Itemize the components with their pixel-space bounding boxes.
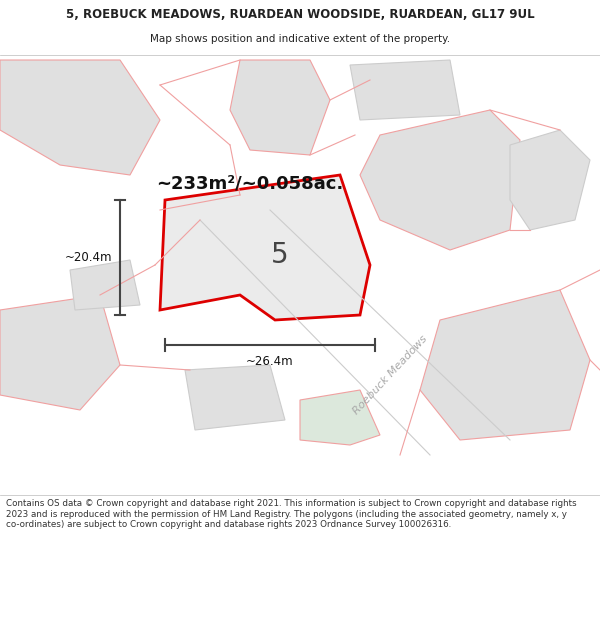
Text: Roebuck Meadows: Roebuck Meadows [351, 334, 429, 416]
Polygon shape [160, 175, 370, 320]
Text: 5: 5 [271, 241, 289, 269]
Polygon shape [0, 60, 160, 175]
Text: ~20.4m: ~20.4m [65, 251, 112, 264]
Text: ~233m²/~0.058ac.: ~233m²/~0.058ac. [157, 175, 344, 193]
Text: 5, ROEBUCK MEADOWS, RUARDEAN WOODSIDE, RUARDEAN, GL17 9UL: 5, ROEBUCK MEADOWS, RUARDEAN WOODSIDE, R… [65, 8, 535, 21]
Polygon shape [420, 290, 590, 440]
Polygon shape [185, 365, 285, 430]
Polygon shape [230, 60, 330, 155]
Polygon shape [510, 130, 590, 230]
Polygon shape [300, 390, 380, 445]
Text: ~26.4m: ~26.4m [246, 355, 294, 368]
Text: Map shows position and indicative extent of the property.: Map shows position and indicative extent… [150, 34, 450, 44]
Polygon shape [360, 110, 520, 250]
Polygon shape [70, 260, 140, 310]
Polygon shape [0, 295, 120, 410]
Polygon shape [350, 60, 460, 120]
Text: Contains OS data © Crown copyright and database right 2021. This information is : Contains OS data © Crown copyright and d… [6, 499, 577, 529]
